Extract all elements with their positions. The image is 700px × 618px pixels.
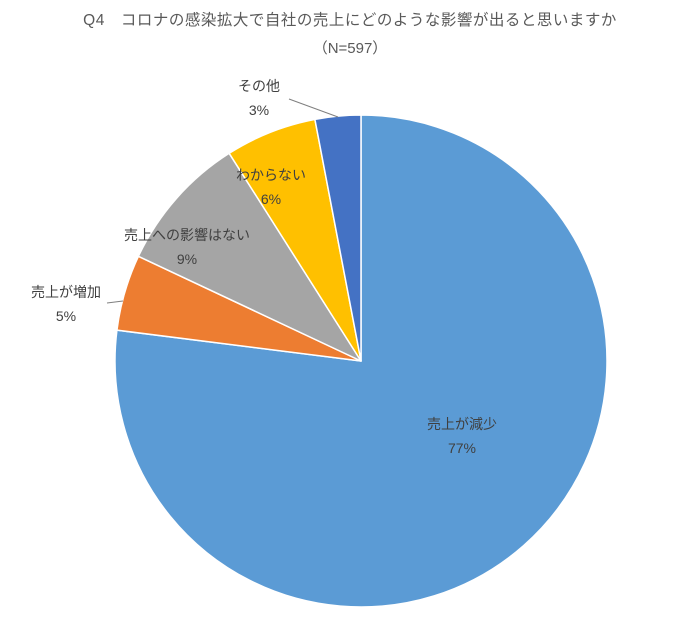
slice-label-dont-know: わからない 6% — [236, 164, 306, 212]
pie-slice-other — [314, 114, 362, 362]
slice-label-sales-decrease-text: 売上が減少 — [427, 416, 497, 433]
leader-line-other — [288, 98, 339, 118]
slice-label-dont-know-text: わからない — [236, 167, 306, 184]
slice-label-no-impact-percent: 9% — [176, 251, 198, 267]
slice-label-sales-decrease-percent: 77% — [447, 440, 477, 456]
slice-label-sales-increase-percent: 5% — [55, 308, 77, 324]
slice-label-other: その他 3% — [238, 75, 280, 123]
slice-label-no-impact: 売上への影響はない 9% — [124, 224, 250, 272]
leader-line-sales-increase — [106, 300, 124, 304]
slice-label-sales-increase: 売上が増加 5% — [31, 281, 101, 329]
slice-label-no-impact-text: 売上への影響はない — [124, 227, 250, 244]
chart-title: Q4 コロナの感染拡大で自社の売上にどのような影響が出ると思いますか — [83, 12, 617, 29]
pie-slice-no-impact — [137, 152, 362, 362]
slice-label-sales-decrease: 売上が減少 77% — [427, 413, 497, 461]
slice-label-dont-know-percent: 6% — [260, 191, 282, 207]
slice-label-other-text: その他 — [238, 78, 280, 95]
chart-subtitle: （N=597） — [312, 40, 388, 57]
slice-label-sales-increase-text: 売上が増加 — [31, 284, 101, 301]
slice-label-other-percent: 3% — [248, 102, 270, 118]
